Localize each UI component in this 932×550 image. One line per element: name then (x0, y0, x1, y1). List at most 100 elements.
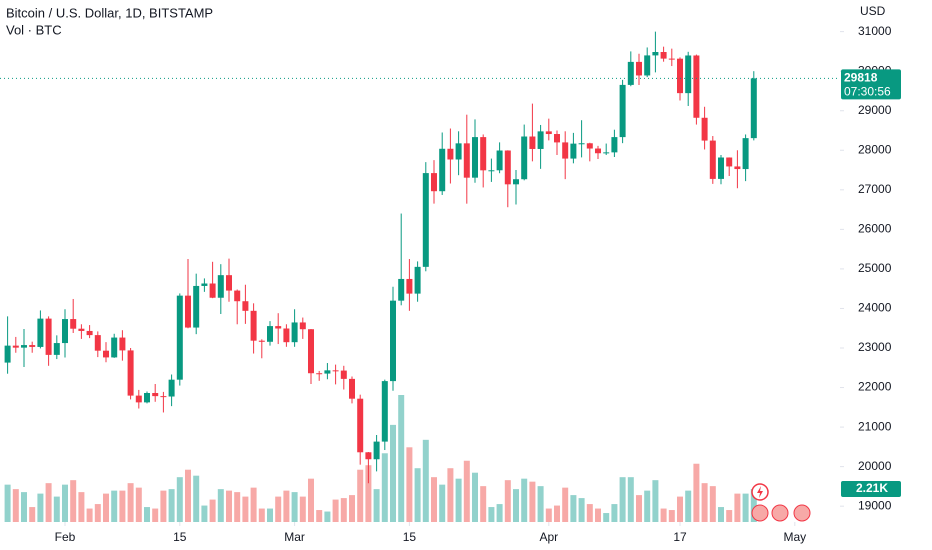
candle-body (701, 117, 708, 141)
candle-body (636, 61, 642, 76)
candle (447, 128, 454, 184)
volume-bar (496, 504, 503, 522)
event-icon[interactable] (793, 504, 811, 522)
volume-bar (472, 472, 478, 522)
y-tick-label: 26000 (858, 222, 892, 236)
volume-bar (250, 487, 257, 522)
candle (652, 31, 659, 73)
candle (381, 379, 388, 451)
candle-body (291, 322, 298, 343)
candle-body (127, 350, 134, 396)
volume-bar (431, 477, 437, 522)
event-icon[interactable] (751, 504, 769, 522)
candle (701, 106, 708, 150)
volume-bar (176, 477, 183, 522)
y-tick-label: 27000 (858, 182, 892, 196)
volume-bar (455, 478, 462, 522)
volume-bar (365, 465, 372, 522)
volume-bar (242, 496, 249, 522)
event-icon[interactable] (771, 504, 789, 522)
candle (275, 313, 282, 345)
candle (718, 155, 724, 185)
candle-body (537, 131, 544, 149)
candle-body (504, 150, 511, 185)
candle-body (144, 393, 150, 403)
candle-body (652, 52, 659, 56)
candle-body (12, 345, 19, 348)
candle (324, 363, 331, 380)
candle-body (201, 283, 208, 286)
volume-bar (283, 490, 290, 522)
candle (521, 124, 528, 181)
volume-bar (103, 493, 109, 522)
candle (349, 376, 355, 404)
candle-body (570, 143, 577, 159)
candle (226, 258, 232, 302)
candle-body (373, 441, 380, 460)
volume-bar (439, 484, 446, 522)
candle-body (111, 337, 118, 358)
candle-body (529, 136, 536, 149)
volume-bar (217, 489, 224, 522)
volume-bar (332, 499, 339, 522)
candle-body (267, 326, 273, 342)
candle (570, 132, 577, 164)
volume-bar (78, 492, 85, 522)
candle (308, 329, 314, 384)
event-icons[interactable] (751, 483, 811, 522)
candle-body (316, 373, 323, 375)
candle-body (513, 179, 519, 185)
candle-body (480, 137, 487, 171)
candle (398, 213, 405, 306)
volume-bar (636, 495, 642, 522)
y-tick-label: 22000 (858, 380, 892, 394)
volume-bar (62, 484, 68, 522)
candle-body (496, 150, 503, 171)
volume-bar (693, 463, 700, 522)
volume-bar (414, 468, 421, 522)
candle-body (209, 283, 216, 298)
volume-bar (209, 499, 216, 522)
candle-body (578, 143, 585, 145)
volume-bar (726, 510, 733, 522)
candle (439, 132, 446, 195)
candle (357, 394, 364, 465)
x-tick-label: 15 (403, 530, 417, 544)
candle-body (258, 340, 265, 342)
volume-bar (168, 489, 175, 522)
candle (86, 325, 93, 339)
candle (414, 261, 421, 302)
candle (250, 303, 257, 354)
volume-bar (340, 498, 347, 522)
candle (152, 383, 159, 402)
candle (127, 348, 134, 400)
volume-bar (70, 480, 77, 522)
y-tick-label: 19000 (858, 498, 892, 512)
candle-body (275, 326, 282, 329)
candle (373, 435, 380, 472)
candle (53, 335, 60, 360)
volume-bar (545, 508, 552, 522)
candle (455, 131, 462, 176)
candle (62, 309, 68, 358)
volume-bar (701, 483, 708, 522)
candle-body (439, 148, 446, 192)
x-tick-label: Feb (55, 530, 76, 544)
candle (29, 341, 36, 353)
volume-bar (111, 490, 118, 522)
volume-bar (324, 511, 331, 522)
candle-body (554, 134, 560, 143)
candle (709, 136, 716, 184)
volume-bar (152, 508, 159, 522)
candle (537, 124, 544, 169)
candle (627, 51, 634, 87)
volume-bar (185, 469, 191, 522)
volume-last-box (841, 480, 901, 497)
candle-body (488, 170, 495, 172)
candle-body (308, 329, 314, 374)
candle (742, 134, 749, 182)
candle (4, 316, 11, 374)
y-axis-label: USD (860, 4, 886, 18)
candle-body (168, 379, 175, 397)
